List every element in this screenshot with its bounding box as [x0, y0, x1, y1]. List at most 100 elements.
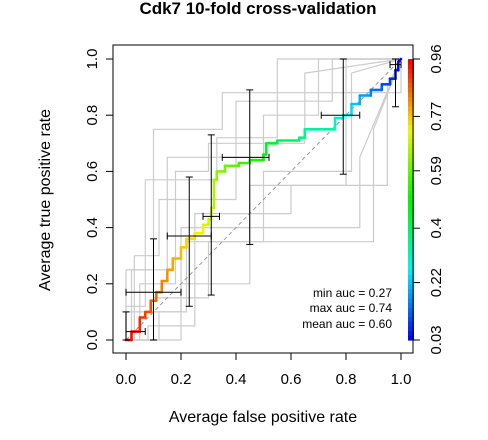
colorbar-segment: [408, 279, 414, 285]
error-bar-4: [202, 134, 220, 296]
colorbar-segment: [408, 82, 414, 88]
colorbar-segment: [408, 236, 414, 243]
colorbar-segment: [408, 91, 414, 98]
error-bar-5: [221, 89, 270, 245]
chart-title: Cdk7 10-fold cross-validation: [139, 0, 376, 18]
colorbar-segment: [408, 288, 414, 294]
colorbar-segment: [408, 185, 414, 191]
colorbar-segment: [408, 260, 414, 266]
legend-mean-auc: mean auc = 0.60: [302, 317, 392, 331]
colorbar-segment: [408, 274, 414, 280]
colorbar-segment: [408, 190, 414, 196]
colorbar-segment: [408, 321, 414, 327]
colorbar-segment: [408, 199, 414, 205]
colorbar-segment: [408, 232, 414, 238]
y-axis: 0.0 0.2 0.4 0.6 0.8 1.0: [84, 49, 113, 351]
colorbar-segment: [408, 255, 414, 261]
colorbar-segment: [408, 208, 414, 215]
colorbar-segment: [408, 325, 414, 332]
colorbar-segment: [408, 115, 414, 121]
colorbar-segment: [408, 194, 414, 201]
fold-curve-10: [126, 58, 402, 341]
average-roc-segment: [396, 57, 403, 64]
legend-max-auc: max auc = 0.74: [310, 301, 393, 315]
colorbar-segment: [408, 119, 414, 126]
colorbar-segment: [408, 129, 414, 135]
colorbar-tick-label: 0.4: [428, 218, 445, 239]
colorbar-segment: [408, 311, 414, 318]
colorbar-segment: [408, 87, 414, 93]
colorbar-segment: [408, 166, 414, 172]
y-tick-label: 0.2: [84, 273, 101, 294]
fold-curve-6: [126, 58, 402, 341]
colorbar-segment: [408, 138, 414, 144]
colorbar-segment: [408, 157, 414, 163]
colorbar-segment: [408, 227, 414, 233]
x-tick-label: 1.0: [391, 371, 412, 388]
colorbar-segment: [408, 330, 414, 336]
auc-legend: min auc = 0.27 max auc = 0.74 mean auc =…: [302, 286, 392, 331]
colorbar-segment: [408, 59, 414, 65]
y-tick-label: 1.0: [84, 49, 101, 70]
colorbar-segment: [408, 269, 414, 276]
colorbar-segment: [408, 265, 414, 271]
colorbar-tick-label: 0.22: [428, 268, 445, 297]
colorbar-segment: [408, 73, 414, 79]
error-bars: [122, 58, 402, 341]
colorbar: 0.03 0.22 0.4 0.59 0.77 0.96: [408, 44, 445, 355]
y-tick-label: 0.0: [84, 330, 101, 351]
colorbar-segment: [408, 171, 414, 177]
error-bar-2: [125, 238, 182, 341]
legend-min-auc: min auc = 0.27: [313, 286, 392, 300]
error-bar-1: [122, 311, 146, 341]
colorbar-segment: [408, 162, 414, 168]
x-tick-label: 0.2: [171, 371, 192, 388]
x-tick-label: 0.6: [281, 371, 302, 388]
colorbar-segment: [408, 96, 414, 102]
x-axis: 0.0 0.2 0.4 0.6 0.8 1.0: [116, 352, 412, 388]
colorbar-segment: [408, 204, 414, 210]
colorbar-segment: [408, 63, 414, 69]
colorbar-segment: [408, 251, 414, 257]
colorbar-tick-label: 0.96: [428, 44, 445, 73]
colorbar-segment: [408, 222, 414, 229]
colorbar-segment: [408, 180, 414, 187]
colorbar-segment: [408, 105, 414, 112]
y-tick-label: 0.6: [84, 161, 101, 182]
colorbar-segment: [408, 316, 414, 322]
y-tick-label: 0.8: [84, 105, 101, 126]
colorbar-segment: [408, 101, 414, 107]
x-tick-label: 0.8: [336, 371, 357, 388]
colorbar-segment: [408, 143, 414, 149]
error-bar-6: [320, 58, 361, 175]
colorbar-segment: [408, 297, 414, 304]
x-axis-label: Average false positive rate: [169, 409, 357, 426]
diagonal-reference-line: [125, 58, 402, 341]
colorbar-segment: [408, 241, 414, 247]
colorbar-segment: [408, 283, 414, 290]
fold-curve-1: [126, 59, 402, 341]
colorbar-segment: [408, 152, 414, 158]
colorbar-segment: [408, 68, 414, 74]
colorbar-segment: [408, 246, 414, 252]
fold-curve-3: [126, 58, 402, 341]
colorbar-segment: [408, 307, 414, 313]
colorbar-segment: [408, 302, 414, 308]
colorbar-segment: [408, 110, 414, 116]
colorbar-segment: [408, 213, 414, 219]
x-tick-label: 0.4: [226, 371, 247, 388]
colorbar-segment: [408, 335, 414, 341]
fold-curve-8: [126, 58, 402, 341]
colorbar-tick-label: 0.03: [428, 325, 445, 354]
y-axis-label: Average true positive rate: [37, 109, 54, 291]
colorbar-tick-label: 0.59: [428, 156, 445, 185]
x-tick-label: 0.0: [116, 371, 137, 388]
colorbar-segment: [408, 77, 414, 84]
colorbar-segment: [408, 218, 414, 224]
colorbar-segment: [408, 124, 414, 130]
colorbar-segment: [408, 176, 414, 182]
error-bar-7: [389, 58, 402, 108]
colorbar-tick-label: 0.77: [428, 102, 445, 131]
colorbar-segment: [408, 293, 414, 299]
y-tick-label: 0.4: [84, 217, 101, 238]
